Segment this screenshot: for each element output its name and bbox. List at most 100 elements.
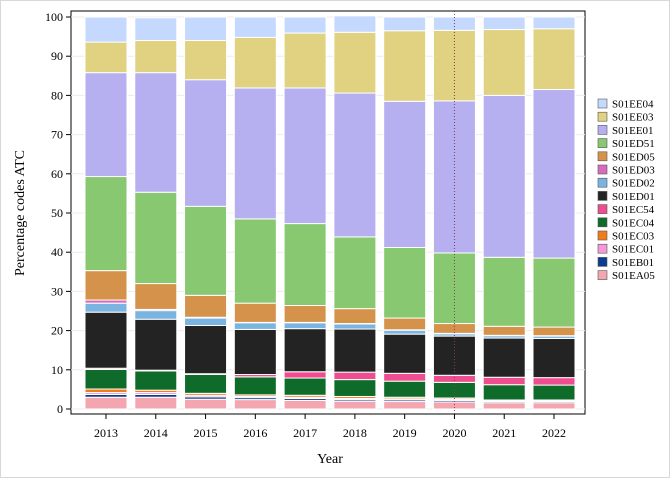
bar-segment (233, 399, 277, 410)
bar-segment (283, 16, 327, 34)
legend-label: S01EE03 (612, 112, 654, 124)
legend-swatch (597, 204, 608, 214)
legend-label: S01EC04 (612, 217, 655, 229)
bar-segment (134, 318, 178, 371)
x-tick-label: 2018 (343, 426, 367, 440)
bar-segment (84, 41, 128, 74)
bar-segment (482, 325, 526, 336)
legend-label: S01EC54 (612, 204, 655, 216)
bar-segment (233, 302, 277, 323)
bar-segment (84, 311, 128, 369)
bar-segment (134, 191, 178, 285)
bar-segment (233, 218, 277, 304)
x-axis: 2013 2014 2015 2016 2017 2018 2019 2020 2021 2022 (94, 414, 566, 440)
bar-segment (432, 323, 476, 334)
bar-segment (333, 400, 377, 410)
bar-segment (482, 402, 526, 410)
bar-segment (333, 31, 377, 94)
bar-segment (184, 205, 228, 296)
bar-segment (233, 36, 277, 89)
legend-label: S01EE04 (612, 99, 654, 111)
x-tick-label: 2013 (94, 426, 118, 440)
bar-segment (283, 371, 327, 379)
bar-segment (333, 15, 377, 33)
bar-segment (383, 333, 427, 374)
bar-segment (333, 379, 377, 397)
y-axis-title: Percentage codes ATC (13, 150, 28, 276)
bar-segment (134, 310, 178, 320)
y-tick-label: 0 (57, 402, 63, 416)
bar-segment (184, 317, 228, 327)
bar-segment (333, 323, 377, 330)
y-tick-label: 50 (51, 206, 63, 220)
bar-segment (383, 16, 427, 32)
bar-segment (333, 328, 377, 373)
bar-segment (134, 72, 178, 193)
y-tick-label: 10 (51, 363, 63, 377)
y-tick-label: 100 (45, 10, 63, 24)
bar-segment (84, 16, 128, 43)
legend-swatch (597, 164, 608, 175)
bar-segment (134, 40, 178, 74)
bar-segment (184, 79, 228, 207)
bar-segment (482, 94, 526, 258)
bar-segment (84, 72, 128, 178)
bar-segment (283, 32, 327, 89)
bar-segment (283, 377, 327, 396)
bar-segment (184, 294, 228, 318)
legend-label: S01EA05 (612, 270, 655, 282)
bar-segment (184, 16, 228, 42)
bar-segment (532, 337, 576, 379)
bar-segment (184, 325, 228, 375)
bar-segment (532, 326, 576, 337)
legend-swatch (597, 217, 608, 228)
x-tick-label: 2017 (293, 426, 317, 440)
legend-label: S01EB01 (612, 257, 654, 269)
bar-segment (383, 100, 427, 248)
bar-segment (233, 376, 277, 396)
legend-label: S01ED05 (612, 151, 655, 163)
bar-segment (383, 380, 427, 398)
bar-segment (333, 371, 377, 381)
bar-segment (283, 87, 327, 225)
bar-segment (333, 308, 377, 325)
x-tick-label: 2015 (194, 426, 218, 440)
x-tick-label: 2020 (442, 426, 466, 440)
bar-segment (184, 374, 228, 394)
y-tick-label: 20 (51, 324, 63, 338)
x-tick-label: 2016 (243, 426, 267, 440)
y-axis: 0 10 20 30 40 50 60 70 80 90 100 (45, 10, 71, 416)
bar-segment (283, 322, 327, 330)
bar-segment (532, 257, 576, 328)
bar-segment (532, 89, 576, 259)
legend-label: S01EC01 (612, 244, 654, 256)
bar-segment (532, 28, 576, 91)
legend-swatch (597, 98, 608, 109)
bar-segment (383, 317, 427, 331)
bar-segment (482, 29, 526, 96)
bar-segment (383, 30, 427, 102)
bar-segment (233, 16, 277, 38)
bar-segment (84, 270, 128, 301)
legend-swatch (597, 191, 608, 201)
legend-swatch (597, 138, 608, 148)
bar-segment (333, 92, 377, 238)
bar-segment (283, 328, 327, 373)
bar-segment (383, 372, 427, 382)
x-axis-title: Year (317, 452, 343, 467)
legend-swatch (597, 111, 608, 122)
legend-swatch (597, 125, 608, 135)
bar-segment (383, 246, 427, 319)
legend-swatch (597, 243, 608, 254)
bar-segment (283, 305, 327, 323)
legend-swatch (597, 177, 608, 188)
x-tick-label: 2022 (542, 426, 566, 440)
bar-segment (482, 16, 526, 31)
y-tick-label: 80 (51, 88, 63, 102)
legend-label: S01ED03 (612, 165, 655, 177)
bar-segment (283, 223, 327, 307)
bars (84, 15, 576, 410)
bar-segment (532, 384, 576, 401)
